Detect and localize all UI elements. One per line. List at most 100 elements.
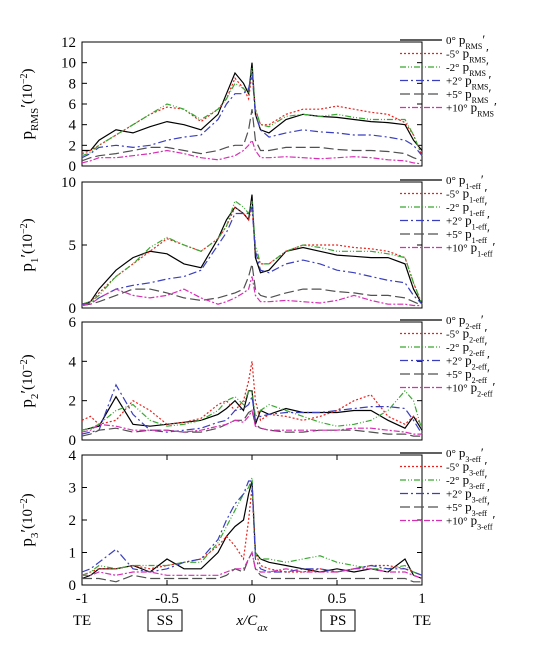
- legend-symbol-sub: 3-eff: [465, 455, 481, 464]
- legend-symbol-prime: ′: [481, 445, 484, 460]
- legend-symbol-prime: ′: [487, 499, 490, 514]
- legend-symbol: p: [465, 353, 472, 368]
- legend-symbol-sub: 2-eff: [472, 376, 488, 385]
- legend-symbol-sub: RMS: [472, 96, 489, 105]
- legend-symbol-sub: RMS: [469, 55, 486, 64]
- legend-name: -2°: [446, 202, 460, 214]
- legend-name: +10°: [446, 243, 468, 255]
- legend-label: +10° pRMS′: [446, 100, 497, 119]
- y-tick-label: 0: [69, 301, 77, 317]
- legend-symbol-prime: ′: [484, 186, 487, 201]
- legend-symbol: p: [471, 100, 478, 115]
- legend-symbol-prime: ′: [487, 226, 490, 241]
- legend-name: -5°: [446, 49, 460, 61]
- legend-symbol: p: [465, 366, 472, 381]
- legend-symbol-prime: ′: [494, 100, 497, 115]
- legend-symbol-prime: ′: [484, 459, 487, 474]
- legend-symbol-prime: ′: [487, 366, 490, 381]
- legend-symbol-prime: ′: [484, 199, 487, 214]
- y-axis-label: p1′(10−2): [17, 218, 41, 271]
- series-line: [81, 276, 422, 307]
- legend-symbol: p: [463, 199, 470, 214]
- legend-label: -5° p3-eff′: [446, 459, 487, 478]
- y-label-part: 3: [29, 532, 41, 538]
- legend-name: -2°: [446, 62, 460, 74]
- x-tick-label: 1: [418, 591, 426, 607]
- legend-label: +10° p2-eff′: [446, 380, 496, 399]
- legend-name: +2°: [446, 216, 462, 228]
- y-tick-label: 0: [69, 578, 77, 594]
- region-label: TE: [73, 613, 91, 629]
- legend-name: 0°: [446, 35, 456, 47]
- legend-label: 0° p1-eff′: [446, 172, 484, 191]
- legend-symbol: p: [459, 312, 466, 327]
- x-tick-label: -0.5: [155, 591, 179, 607]
- y-label-part: 2: [29, 394, 41, 400]
- legend-name: +2°: [446, 76, 462, 88]
- legend-symbol-sub: RMS: [465, 42, 482, 51]
- legend-symbol: p: [463, 326, 470, 341]
- legend-symbol-prime: ′: [486, 59, 489, 74]
- legend-symbol-prime: ′: [482, 32, 485, 47]
- region-box: [147, 609, 183, 632]
- legend-label: -2° p3-eff′: [446, 472, 487, 491]
- legend-symbol-prime: ′: [486, 46, 489, 61]
- x-label-part: ax: [257, 622, 268, 634]
- y-label-part: −2: [19, 73, 30, 84]
- series-line: [81, 205, 423, 305]
- series-line: [81, 72, 423, 156]
- legend-label: 0° pRMS′: [446, 32, 485, 51]
- legend-name: +5°: [446, 229, 462, 241]
- series-line: [81, 390, 423, 431]
- legend-label: -5° p1-eff′: [446, 186, 487, 205]
- y-tick-label: 2: [69, 513, 77, 529]
- legend-symbol-sub: 3-eff: [477, 522, 493, 531]
- y-tick-label: 6: [69, 97, 77, 113]
- legend-name: +2°: [446, 489, 462, 501]
- legend-symbol-prime: ′: [484, 326, 487, 341]
- series-line: [81, 487, 423, 576]
- legend-symbol-prime: ′: [487, 213, 490, 228]
- legend-name: -2°: [446, 342, 460, 354]
- legend-label: +2° p2-eff′: [446, 353, 490, 372]
- series-line: [81, 206, 423, 305]
- legend-label: +5° p3-eff′: [446, 499, 490, 518]
- y-tick-label: 0: [69, 433, 77, 449]
- y-tick-label: 2: [69, 394, 77, 410]
- y-tick-label: 5: [69, 238, 77, 254]
- legend-label: -2° p1-eff′: [446, 199, 487, 218]
- legend-symbol-sub: 1-eff: [465, 182, 481, 191]
- y-axis-label: p3′(10−2): [17, 493, 41, 546]
- legend-symbol-sub: 3-eff: [469, 468, 485, 477]
- legend-label: +5° p1-eff′: [446, 226, 490, 245]
- legend-label: 0° p3-eff′: [446, 445, 484, 464]
- y-label-part: p: [17, 131, 36, 140]
- y-tick-label: 0: [69, 159, 77, 175]
- legend-symbol: p: [465, 499, 472, 514]
- legend-label: +10° p1-eff′: [446, 240, 496, 259]
- x-label-part: x/C: [235, 613, 258, 629]
- y-label-part: −2: [19, 498, 30, 509]
- legend-symbol-sub: 1-eff: [472, 236, 488, 245]
- legend-symbol: p: [465, 486, 472, 501]
- legend-label: +5° pRMS′: [446, 86, 492, 105]
- y-label-part: ′: [17, 529, 36, 533]
- series-line: [81, 408, 422, 435]
- legend-label: +5° p2-eff′: [446, 366, 490, 385]
- legend-symbol: p: [463, 59, 470, 74]
- legend-name: -5°: [446, 329, 460, 341]
- y-tick-label: 12: [61, 35, 76, 51]
- y-label-part: p: [17, 538, 36, 547]
- legend-symbol-sub: RMS: [477, 109, 494, 118]
- y-label-part: −2: [19, 359, 30, 370]
- legend-name: +10°: [446, 383, 468, 395]
- legend-symbol: p: [465, 86, 472, 101]
- y-label-part: (10: [20, 234, 36, 254]
- y-tick-label: 10: [61, 56, 76, 72]
- series-line: [81, 138, 423, 165]
- legend-name: +5°: [446, 502, 462, 514]
- legend-name: +10°: [446, 516, 468, 528]
- x-axis-label: x/Cax: [235, 613, 267, 634]
- legend-symbol-sub: 1-eff: [472, 222, 488, 231]
- y-tick-label: 2: [69, 138, 77, 154]
